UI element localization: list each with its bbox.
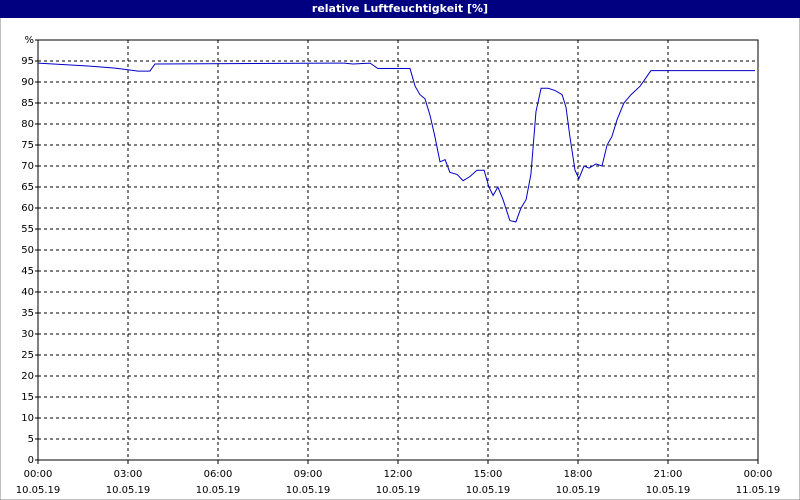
y-tick-label: 70 <box>21 161 34 172</box>
title-bar <box>0 0 800 18</box>
y-tick-label: 85 <box>21 98 34 109</box>
y-tick-label: 45 <box>21 266 34 277</box>
y-tick-label: 80 <box>21 119 34 130</box>
x-tick-date: 10.05.19 <box>376 485 421 496</box>
x-tick-label: 06:00 <box>204 469 233 480</box>
x-tick-date: 10.05.19 <box>106 485 151 496</box>
y-tick-label: 50 <box>21 245 34 256</box>
x-tick-label: 03:00 <box>114 469 143 480</box>
x-tick-date: 10.05.19 <box>196 485 241 496</box>
y-tick-label: 35 <box>21 308 34 319</box>
y-tick-label: 15 <box>21 392 34 403</box>
chart-title: relative Luftfeuchtigkeit [%] <box>312 2 488 15</box>
y-tick-label: 60 <box>21 203 34 214</box>
plot-border <box>37 39 759 461</box>
y-tick-label: 10 <box>21 413 34 424</box>
x-tick-label: 21:00 <box>654 469 683 480</box>
y-tick-label: 30 <box>21 329 34 340</box>
y-tick-label: 0 <box>28 455 34 466</box>
x-tick-date: 10.05.19 <box>646 485 691 496</box>
x-tick-date: 11.05.19 <box>736 485 781 496</box>
y-tick-label: 40 <box>21 287 34 298</box>
x-tick-label: 12:00 <box>384 469 413 480</box>
x-tick-label: 00:00 <box>744 469 773 480</box>
x-tick-label: 09:00 <box>294 469 323 480</box>
x-tick-date: 10.05.19 <box>286 485 331 496</box>
x-tick-label: 00:00 <box>24 469 53 480</box>
y-tick-label: 20 <box>21 371 34 382</box>
y-tick-label: 65 <box>21 182 34 193</box>
x-tick-date: 10.05.19 <box>16 485 61 496</box>
y-tick-label: % <box>24 35 34 46</box>
x-tick-label: 18:00 <box>564 469 593 480</box>
data-line <box>37 62 755 223</box>
y-tick-label: 55 <box>21 224 34 235</box>
y-tick-label: 75 <box>21 140 34 151</box>
x-tick-label: 15:00 <box>474 469 503 480</box>
x-tick-date: 10.05.19 <box>466 485 511 496</box>
y-tick-label: 5 <box>28 434 34 445</box>
y-tick-label: 90 <box>21 77 34 88</box>
y-tick-label: 25 <box>21 350 34 361</box>
x-tick-date: 10.05.19 <box>556 485 601 496</box>
y-tick-label: 95 <box>21 56 34 67</box>
